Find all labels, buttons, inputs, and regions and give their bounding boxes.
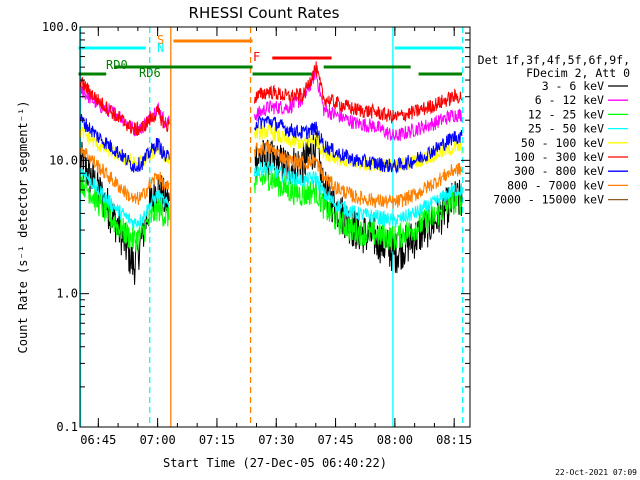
legend-label: 7000 - 15000 keV bbox=[493, 193, 604, 207]
y-axis-label: Count Rate (s⁻¹ detector segment⁻¹) bbox=[16, 101, 30, 354]
y-tick-label: 100.0 bbox=[42, 20, 78, 34]
series-line-300-800-kev-seg2 bbox=[254, 115, 463, 174]
series-line-25-50-kev-seg2 bbox=[254, 161, 463, 228]
legend: Det 1f,3f,4f,5f,6f,9f,FDecim 2, Att 03 -… bbox=[478, 53, 630, 207]
series-line-800-7000-kev-seg1 bbox=[80, 147, 170, 206]
plot-border bbox=[79, 26, 471, 428]
series-line-12-25-kev-seg1 bbox=[80, 170, 170, 253]
x-tick-label: 07:15 bbox=[199, 433, 235, 447]
series-line-6-12-kev-seg2 bbox=[254, 68, 463, 142]
annotation-bars: SN F RD0 RD6 bbox=[78, 33, 463, 80]
x-axis-label: Start Time (27-Dec-05 06:40:22) bbox=[163, 456, 387, 470]
y-tick-label: 0.1 bbox=[56, 420, 78, 434]
x-tick-label: 06:45 bbox=[80, 433, 116, 447]
legend-label: 12 - 25 keV bbox=[528, 107, 604, 121]
date-stamp: 22-Oct-2021 07:09 bbox=[555, 468, 637, 477]
x-tick-label: 07:45 bbox=[318, 433, 354, 447]
legend-label: 100 - 300 keV bbox=[514, 150, 604, 164]
legend-label: 6 - 12 keV bbox=[535, 93, 604, 107]
legend-label: 800 - 7000 keV bbox=[507, 178, 604, 192]
y-tick-label: 1.0 bbox=[56, 287, 78, 301]
legend-header-line: FDecim 2, Att 0 bbox=[526, 66, 630, 80]
series-lines bbox=[80, 61, 463, 285]
rd6-label: RD6 bbox=[139, 66, 161, 80]
axes-frame bbox=[79, 26, 471, 428]
series-line-100-300-kev-seg1 bbox=[80, 77, 170, 136]
attenuator-label-n: N bbox=[157, 41, 164, 55]
series-line-25-50-kev-seg1 bbox=[80, 166, 170, 230]
series-line-300-800-kev-seg1 bbox=[80, 113, 170, 173]
legend-label: 3 - 6 keV bbox=[542, 79, 604, 93]
chart-title: RHESSI Count Rates bbox=[189, 4, 340, 22]
x-tick-label: 07:30 bbox=[258, 433, 294, 447]
series-line-800-7000-kev-seg2 bbox=[254, 141, 463, 210]
x-tick-label: 07:00 bbox=[140, 433, 176, 447]
legend-label: 50 - 100 keV bbox=[521, 136, 604, 150]
series-line-12-25-kev-seg2 bbox=[254, 166, 463, 251]
legend-label: 300 - 800 keV bbox=[514, 164, 604, 178]
y-tick-label: 10.0 bbox=[49, 153, 78, 167]
series-line-100-300-kev-seg2 bbox=[254, 61, 463, 124]
x-axis-ticks: 06:45 07:00 07:15 07:30 07:45 08:00 08:15 bbox=[80, 27, 472, 447]
y-axis-ticks: 0.1 1.0 10.0 100.0 bbox=[42, 20, 470, 434]
x-tick-label: 08:00 bbox=[377, 433, 413, 447]
legend-label: 25 - 50 keV bbox=[528, 122, 604, 136]
flare-label: F bbox=[253, 50, 260, 64]
attenuator-label-s: S bbox=[157, 33, 164, 47]
legend-header-line: Det 1f,3f,4f,5f,6f,9f, bbox=[478, 53, 630, 67]
x-tick-label: 08:15 bbox=[436, 433, 472, 447]
rd0-label: RD0 bbox=[106, 58, 128, 72]
